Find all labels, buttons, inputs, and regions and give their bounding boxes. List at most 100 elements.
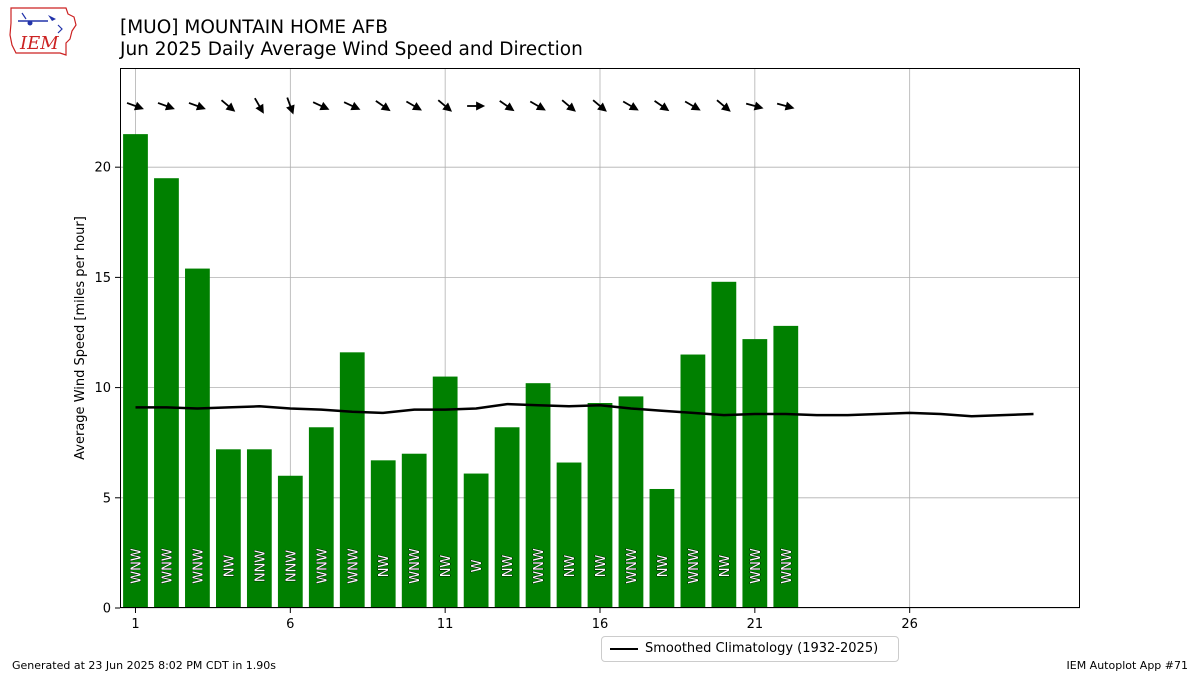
wind-bar — [463, 473, 489, 608]
chart-subtitle: Jun 2025 Daily Average Wind Speed and Di… — [120, 39, 583, 60]
arrow-head — [133, 101, 144, 111]
wind-bar — [216, 449, 241, 608]
wind-direction-arrow — [343, 101, 361, 111]
wind-bar — [432, 376, 458, 608]
wind-bar — [742, 339, 768, 608]
direction-label: NW — [222, 555, 237, 578]
wind-direction-arrow — [405, 100, 422, 111]
direction-label: WNW — [129, 548, 144, 584]
wind-direction-arrow — [375, 100, 391, 112]
wind-bar — [277, 475, 303, 608]
arrow-head — [753, 101, 764, 111]
arrow-head — [476, 101, 486, 111]
svg-text:IEM: IEM — [19, 33, 59, 54]
direction-label: NNW — [284, 550, 299, 582]
wind-bar — [308, 427, 334, 608]
iem-logo-icon: IEM — [8, 5, 80, 59]
wind-bar — [185, 268, 210, 608]
direction-label: NW — [377, 555, 392, 578]
direction-label: WNW — [532, 548, 547, 584]
climatology-line — [135, 402, 1034, 418]
direction-arrows — [126, 97, 795, 115]
wind-direction-arrow — [157, 101, 175, 111]
direction-label: NW — [501, 555, 516, 578]
direction-label: WNW — [780, 548, 795, 584]
x-tick-label: 16 — [592, 617, 609, 632]
arrow-head — [628, 102, 639, 111]
legend-label: Smoothed Climatology (1932-2025) — [645, 641, 879, 656]
arrow-head — [164, 101, 175, 111]
wind-direction-arrow — [126, 101, 144, 111]
x-tick-label: 11 — [437, 617, 454, 632]
wind-direction-arrow — [561, 99, 576, 112]
arrow-head — [195, 101, 206, 111]
arrow-head — [380, 102, 391, 112]
plot-frame — [120, 68, 1080, 608]
wind-direction-arrow — [654, 100, 670, 112]
arrow-head — [255, 103, 264, 114]
direction-label: NW — [439, 555, 454, 578]
wind-direction-arrow — [499, 100, 515, 112]
wind-bar — [649, 488, 675, 608]
arrow-head — [784, 101, 795, 111]
wind-direction-arrow — [312, 101, 330, 111]
x-tick-label: 26 — [901, 617, 918, 632]
wind-bar — [123, 134, 148, 609]
direction-labels: WNW WNW WNW NW NNW NNW WNW WNW NW WNW NW W NW WNW NW NW… — [129, 548, 795, 584]
direction-label: NNW — [253, 550, 268, 582]
wind-bar — [680, 354, 706, 608]
arrow-head — [690, 102, 701, 111]
wind-direction-arrow — [188, 101, 206, 111]
chart-title: [MUO] MOUNTAIN HOME AFB — [120, 17, 388, 38]
direction-label: NW — [594, 555, 609, 578]
legend: Smoothed Climatology (1932-2025) — [601, 636, 899, 662]
wind-direction-arrow — [467, 101, 486, 111]
wind-bar — [154, 178, 179, 608]
wind-direction-arrow — [622, 100, 639, 111]
wind-bar — [339, 352, 365, 608]
x-tick-label: 21 — [747, 617, 764, 632]
direction-label: NW — [563, 555, 578, 578]
y-tick-label: 15 — [94, 271, 111, 286]
wind-bar — [525, 383, 551, 608]
wind-direction-arrow — [776, 101, 795, 111]
arrow-head — [286, 104, 295, 115]
wind-bar — [618, 396, 644, 608]
y-tick-label: 0 — [103, 602, 111, 617]
wind-bar — [370, 460, 396, 608]
arrow-head — [659, 102, 670, 112]
wind-direction-arrow — [716, 99, 731, 112]
x-tick-label: 6 — [286, 617, 294, 632]
wind-direction-arrow — [529, 100, 546, 111]
direction-label: WNW — [625, 548, 640, 584]
arrow-head — [535, 102, 546, 111]
wind-bar — [711, 281, 737, 608]
wind-bar — [246, 449, 272, 608]
wind-direction-arrow — [220, 99, 236, 112]
y-tick-label: 20 — [94, 161, 111, 176]
direction-label: WNW — [346, 548, 361, 584]
direction-label: W — [470, 559, 485, 572]
wind-bar — [587, 403, 613, 608]
wind-direction-arrow — [286, 97, 295, 115]
direction-label: NW — [656, 555, 671, 578]
climatology-series — [135, 402, 1034, 418]
legend-line-swatch — [610, 648, 638, 650]
axes — [120, 68, 1080, 608]
y-tick-label: 10 — [94, 381, 111, 396]
arrow-head — [350, 101, 361, 111]
bars — [123, 134, 799, 609]
direction-label: WNW — [191, 548, 206, 584]
direction-label: NW — [718, 555, 733, 578]
wind-bar — [401, 453, 427, 608]
arrow-head — [504, 102, 515, 112]
direction-label: WNW — [687, 548, 702, 584]
arrow-head — [442, 102, 453, 112]
direction-label: WNW — [749, 548, 764, 584]
wind-bar — [773, 325, 799, 608]
wind-direction-arrow — [254, 97, 264, 114]
arrow-head — [411, 102, 422, 111]
arrow-head — [720, 102, 731, 112]
arrow-head — [225, 102, 236, 112]
